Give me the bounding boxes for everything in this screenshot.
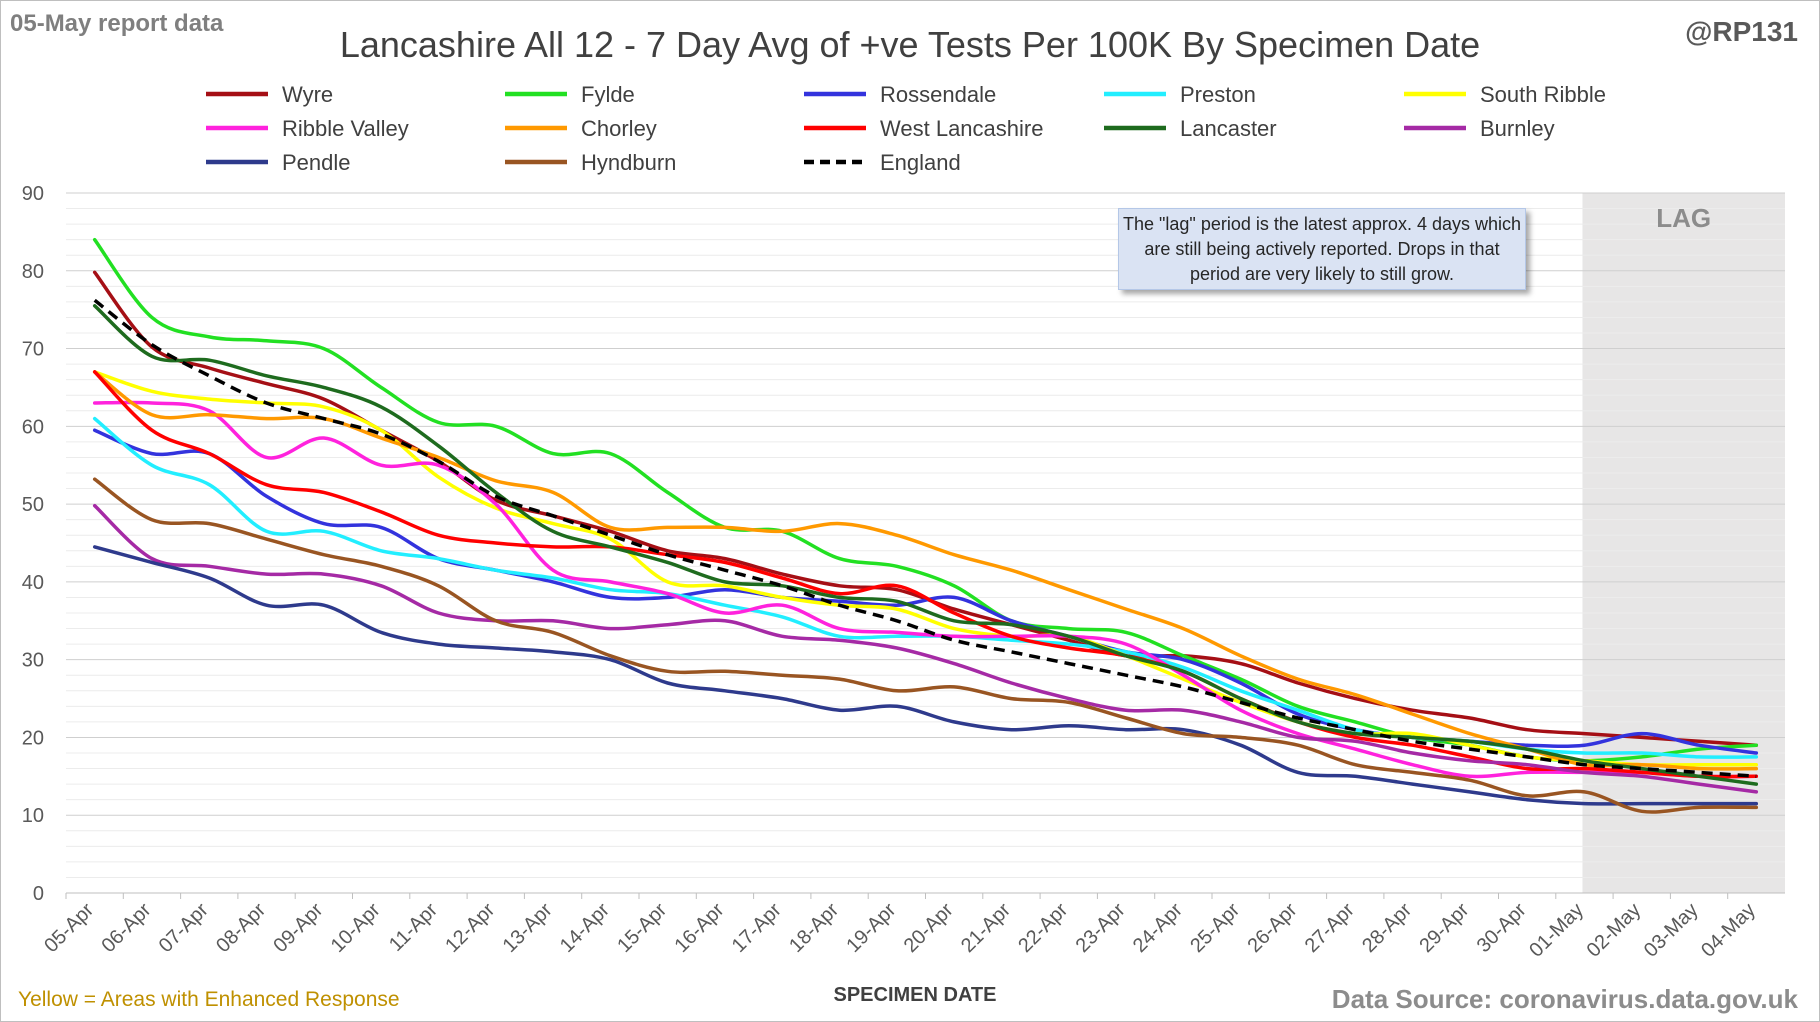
x-tick-label: 12-Apr — [441, 899, 499, 957]
x-tick-label: 08-Apr — [212, 899, 270, 957]
legend-label: West Lancashire — [880, 116, 1043, 141]
series-line-chorley — [92, 370, 1759, 771]
x-tick-label: 27-Apr — [1301, 899, 1359, 957]
y-tick-label: 20 — [22, 727, 44, 749]
x-tick-label: 07-Apr — [155, 899, 213, 957]
legend-label: Pendle — [282, 150, 351, 175]
x-tick-label: 30-Apr — [1473, 899, 1531, 957]
y-tick-label: 70 — [22, 339, 44, 361]
x-tick-label: 14-Apr — [556, 899, 614, 957]
x-tick-label: 05-Apr — [40, 899, 98, 957]
series-line-england — [93, 298, 1757, 779]
series-line-pendle — [92, 545, 1759, 806]
x-tick-label: 01-May — [1525, 899, 1588, 962]
legend-label: Preston — [1180, 82, 1256, 107]
x-tick-label: 04-May — [1697, 899, 1760, 962]
legend-label: Fylde — [581, 82, 635, 107]
x-tick-label: 17-Apr — [728, 899, 786, 957]
legend-label: Burnley — [1480, 116, 1555, 141]
legend-label: South Ribble — [1480, 82, 1606, 107]
series-line-burnley — [92, 503, 1759, 794]
x-tick-label: 22-Apr — [1014, 899, 1072, 957]
y-tick-label: 10 — [22, 805, 44, 827]
legend-label: Hyndburn — [581, 150, 676, 175]
legend-label: Chorley — [581, 116, 657, 141]
x-tick-label: 18-Apr — [785, 899, 843, 957]
data-source: Data Source: coronavirus.data.gov.uk — [1331, 984, 1798, 1014]
x-tick-label: 20-Apr — [900, 899, 958, 957]
lag-note: The "lag" period is the latest approx. 4… — [1118, 208, 1526, 290]
x-tick-label: 28-Apr — [1358, 899, 1416, 957]
x-tick-label: 06-Apr — [97, 899, 155, 957]
legend-label: Rossendale — [880, 82, 996, 107]
x-tick-label: 13-Apr — [499, 899, 557, 957]
author-handle: @RP131 — [1685, 16, 1798, 47]
y-tick-label: 50 — [22, 494, 44, 516]
x-tick-label: 26-Apr — [1243, 899, 1301, 957]
lag-region — [1582, 193, 1785, 893]
y-tick-label: 60 — [22, 416, 44, 438]
legend-label: Lancaster — [1180, 116, 1277, 141]
x-tick-label: 24-Apr — [1129, 899, 1187, 957]
series-line-hyndburn — [92, 477, 1759, 814]
x-tick-label: 02-May — [1583, 899, 1646, 962]
lag-label: LAG — [1656, 203, 1711, 233]
chart-title: Lancashire All 12 - 7 Day Avg of +ve Tes… — [339, 24, 1481, 65]
y-tick-label: 30 — [22, 650, 44, 672]
x-tick-label: 25-Apr — [1186, 899, 1244, 957]
x-axis-title: SPECIMEN DATE — [833, 984, 997, 1006]
x-tick-label: 19-Apr — [842, 899, 900, 957]
legend-label: England — [880, 150, 961, 175]
x-tick-label: 03-May — [1640, 899, 1703, 962]
x-tick-label: 09-Apr — [269, 899, 327, 957]
legend-label: Ribble Valley — [282, 116, 409, 141]
legend-label: Wyre — [282, 82, 333, 107]
series-line-south-ribble — [92, 370, 1759, 767]
x-tick-label: 29-Apr — [1415, 899, 1473, 957]
x-tick-label: 16-Apr — [670, 899, 728, 957]
enhanced-response-note: Yellow = Areas with Enhanced Response — [18, 988, 400, 1011]
x-tick-label: 15-Apr — [613, 899, 671, 957]
x-tick-label: 11-Apr — [385, 899, 442, 956]
y-tick-label: 40 — [22, 572, 44, 594]
y-tick-label: 80 — [22, 261, 44, 283]
x-tick-label: 10-Apr — [327, 899, 385, 957]
series-line-ribble-valley — [92, 400, 1759, 779]
series-line-west-lancashire — [92, 370, 1759, 779]
x-tick-label: 23-Apr — [1072, 899, 1130, 957]
x-tick-label: 21-Apr — [957, 899, 1015, 957]
y-tick-label: 90 — [22, 183, 44, 205]
report-date-label: 05-May report data — [10, 10, 224, 37]
series-line-lancaster — [92, 304, 1759, 786]
y-tick-label: 0 — [33, 883, 44, 905]
